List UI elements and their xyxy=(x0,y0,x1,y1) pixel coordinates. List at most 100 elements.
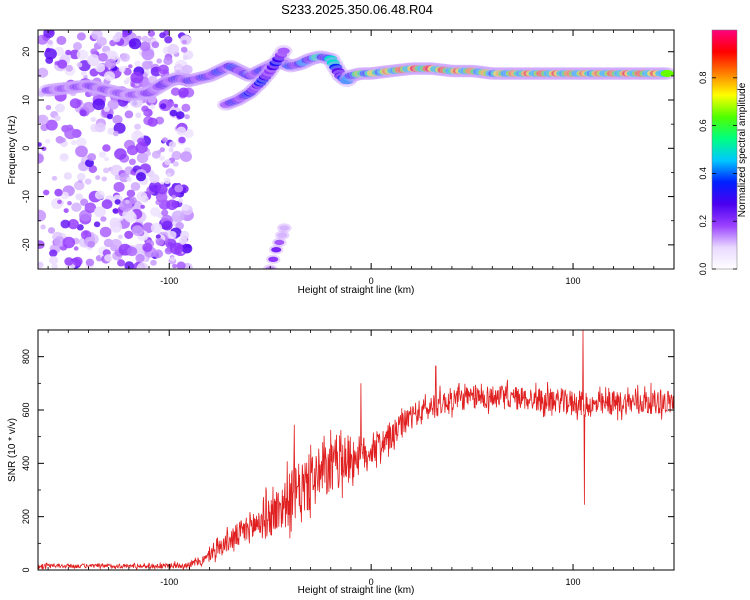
spectrogram-low-segment-core xyxy=(277,232,288,238)
spectrogram-noise-blob xyxy=(124,261,135,269)
spectrogram-noise-blob xyxy=(47,40,53,45)
spectrogram-noise-blob xyxy=(51,175,58,181)
spectrogram-noise-blob xyxy=(136,152,149,164)
spectrogram-noise-blob xyxy=(94,122,106,133)
spectrogram-noise-blob xyxy=(114,148,127,160)
y-tick-label: 400 xyxy=(21,456,31,471)
y-tick-label: 200 xyxy=(21,509,31,524)
spectrogram-noise-blob xyxy=(140,204,145,209)
spectrogram-noise-blob xyxy=(139,41,151,52)
snr-plot-area xyxy=(38,330,674,570)
spectrogram-noise-blob xyxy=(64,257,74,266)
spectrogram-noise-blob xyxy=(156,58,162,64)
spectrogram-noise-blob xyxy=(92,98,106,111)
spectrogram-noise-blob xyxy=(90,116,97,123)
colorbar-ticks: 0.0 0.2 0.4 0.6 0.8 xyxy=(698,72,737,275)
spectrogram-noise-blob xyxy=(178,87,189,98)
spectrogram-noise-blob xyxy=(60,191,69,200)
spectrogram-noise-blob xyxy=(164,36,173,44)
spectrogram-ridge-layer xyxy=(38,45,674,269)
spectrogram-low-segment-core xyxy=(271,247,282,253)
spectrogram-noise-blob xyxy=(84,202,97,214)
spectrogram-noise-blob xyxy=(56,35,67,45)
spectrogram-noise-blob xyxy=(180,46,188,53)
spectrogram-noise-blob xyxy=(175,69,181,76)
spectrogram-noise-blob xyxy=(64,127,77,140)
spectrogram-noise-blob xyxy=(66,124,74,131)
spectrogram-noise-blob xyxy=(129,196,137,204)
colorbar-tick-label: 0.8 xyxy=(698,72,708,85)
spectrogram-noise-blob xyxy=(150,259,157,266)
spectrogram-noise-blob xyxy=(55,103,65,113)
spectrogram-noise-blob xyxy=(75,145,88,158)
y-tick-label: 0 xyxy=(21,146,31,151)
figure-title: S233.2025.350.06.48.R04 xyxy=(281,2,433,17)
spectrogram-noise-blob xyxy=(159,32,166,39)
spectrogram-noise-blob xyxy=(136,172,146,182)
spectrogram-noise-blob xyxy=(62,236,76,249)
spectrogram-noise-blob xyxy=(38,67,49,78)
spectrogram-noise-blob xyxy=(77,172,86,181)
spectrogram-noise-blob xyxy=(181,103,191,112)
spectrogram-noise-blob xyxy=(112,34,121,43)
spectrogram-noise-blob xyxy=(94,190,105,200)
spectrogram-noise-blob xyxy=(176,261,186,269)
spectrogram-noise-blob xyxy=(130,82,136,88)
spectrogram-noise-blob xyxy=(45,56,54,64)
spectrogram-noise-blob xyxy=(87,54,101,67)
x-tick-label: -100 xyxy=(160,276,178,286)
spectrogram-noise-blob xyxy=(131,225,144,236)
spectrogram-noise-blob xyxy=(45,138,51,144)
spectrogram-noise-blob xyxy=(59,153,69,162)
spectrogram-noise-blob xyxy=(156,184,168,195)
spectrogram-noise-blob xyxy=(91,30,103,40)
spectrogram-noise-blob xyxy=(135,142,148,154)
spectrogram-noise-blob xyxy=(150,222,163,234)
spectrogram-noise-blob xyxy=(95,63,106,73)
spectrogram-noise-blob xyxy=(155,238,164,246)
spectrogram-noise-blob xyxy=(126,189,136,198)
spectrogram-noise-blob xyxy=(38,114,49,125)
spectrogram-noise-blob xyxy=(181,203,190,212)
spectrogram-noise-blob xyxy=(161,209,169,217)
spectrogram-noise-blob xyxy=(117,259,126,267)
spectrogram-noise-blob xyxy=(45,104,52,111)
spectrogram-noise-blob xyxy=(163,177,171,184)
spectrogram-noise-blob xyxy=(69,98,81,109)
spectrogram-noise-blob xyxy=(134,123,141,130)
spectrogram-noise-blob xyxy=(113,122,126,134)
spectrogram-noise-blob xyxy=(130,71,144,84)
spectrogram-noise-blob xyxy=(125,77,131,82)
spectrogram-noise-blob xyxy=(158,64,169,75)
spectrogram-noise-blob xyxy=(76,137,87,148)
spectrogram-noise-blob xyxy=(118,66,126,73)
spectrogram-noise-blob xyxy=(75,193,84,201)
spectrogram-noise-blob xyxy=(38,142,42,147)
x-tick-label: 100 xyxy=(566,276,581,286)
spectrogram-noise-blob xyxy=(147,94,157,104)
spectrogram-frame xyxy=(37,29,675,270)
spectrogram-noise-blob xyxy=(129,96,143,108)
spectrogram-noise-blob xyxy=(112,114,123,125)
spectrogram-noise-blob xyxy=(99,151,107,158)
spectrogram-noise-blob xyxy=(142,222,155,233)
spectrogram-noise-blob xyxy=(45,47,51,53)
spectrogram-noise-blob xyxy=(54,115,61,122)
spectrogram-branch-core xyxy=(277,47,290,55)
snr-x-ticks: -100 0 100 xyxy=(47,330,675,587)
spectrogram-noise-blob xyxy=(38,153,44,164)
spectrogram-noise-blob xyxy=(178,198,184,203)
spectrogram-noise-blob xyxy=(155,192,168,203)
spectrogram-noise-blob xyxy=(54,188,63,197)
spectrogram-noise-blob xyxy=(63,208,69,214)
spectrogram-noise-blob xyxy=(49,249,58,257)
spectrogram-noise-blob xyxy=(102,144,111,152)
spectrogram-noise-blob xyxy=(71,202,82,212)
x-tick-label: 0 xyxy=(369,577,374,587)
spectrogram-noise-blob xyxy=(168,147,174,153)
spectrogram-low-segment-core xyxy=(274,239,285,246)
spectrogram-noise-blob xyxy=(148,75,158,84)
spectrogram-noise-blob xyxy=(71,139,77,146)
spectrogram-noise-blob xyxy=(141,48,155,61)
spectrogram-noise-blob xyxy=(60,219,71,229)
